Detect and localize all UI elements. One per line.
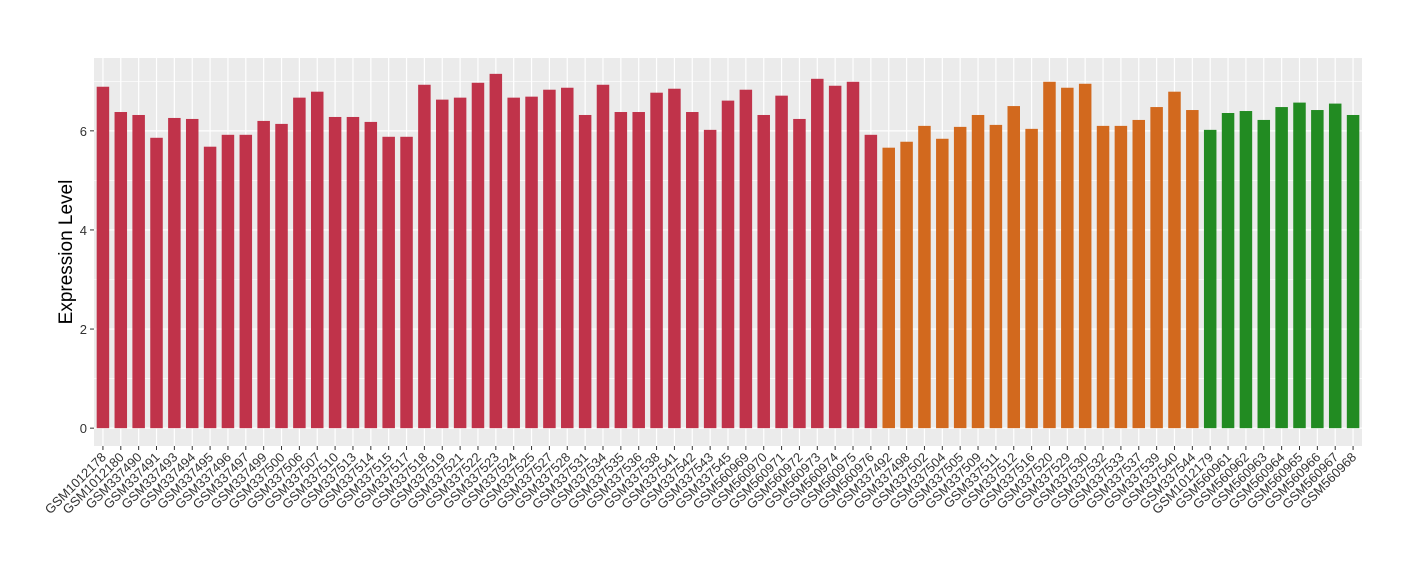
bar [739, 89, 753, 429]
bar [578, 114, 592, 429]
bar [1257, 119, 1271, 429]
bar [668, 88, 681, 429]
bar [953, 126, 967, 429]
bar [757, 114, 770, 429]
bar [168, 117, 181, 429]
bar [989, 124, 1003, 429]
bar [1168, 91, 1181, 429]
bar [1275, 107, 1288, 429]
bar [971, 114, 985, 429]
bar [132, 114, 145, 429]
bar [364, 121, 378, 429]
bar [650, 92, 663, 429]
y-tick-label: 0 [80, 421, 87, 436]
bar [1150, 107, 1163, 429]
bar [811, 78, 824, 429]
bar [793, 118, 806, 429]
bar [596, 84, 610, 429]
bar [203, 146, 217, 429]
bar [1025, 128, 1038, 429]
bar [561, 87, 574, 429]
bar [1114, 125, 1128, 429]
bar [1132, 119, 1146, 429]
bar [882, 147, 895, 429]
bar [328, 116, 342, 429]
bar [400, 136, 413, 429]
bar [310, 91, 324, 429]
bar [900, 141, 913, 429]
bar [257, 120, 270, 429]
bar [1328, 103, 1342, 429]
bar [471, 82, 485, 429]
bar [1221, 113, 1235, 429]
bar [1346, 114, 1360, 429]
bar [775, 95, 788, 429]
bar [150, 137, 163, 429]
y-axis-label: Expression Level [56, 180, 77, 325]
bar [382, 136, 395, 429]
bar [346, 116, 360, 429]
y-tick-label: 4 [80, 223, 87, 238]
bar [239, 134, 253, 429]
bar [1311, 110, 1324, 429]
bar [632, 112, 645, 429]
bar [185, 118, 199, 429]
bar [1061, 87, 1074, 429]
bar [1293, 102, 1306, 429]
bar [686, 112, 699, 429]
bar [936, 138, 949, 429]
bar [614, 112, 628, 429]
bar [703, 129, 717, 429]
y-tick-label: 6 [80, 124, 87, 139]
bar [275, 123, 288, 429]
bar [1203, 129, 1217, 429]
bar [864, 134, 878, 429]
bar [1007, 106, 1020, 429]
bar [1186, 110, 1199, 429]
bar [114, 112, 128, 429]
bar [721, 100, 735, 429]
bar [221, 134, 235, 429]
bar [1096, 125, 1110, 429]
bar [453, 97, 467, 429]
bar [1078, 83, 1092, 429]
bar [96, 86, 110, 429]
bar [489, 73, 503, 429]
bar [436, 99, 449, 429]
bar [918, 125, 931, 429]
bar [846, 81, 860, 429]
bar [543, 89, 556, 429]
bar [418, 84, 431, 429]
bar [507, 97, 520, 429]
bar [828, 85, 842, 429]
bar [525, 96, 538, 429]
bar [1239, 111, 1253, 429]
bar [293, 97, 306, 429]
y-tick-label: 2 [80, 322, 87, 337]
bar [1043, 81, 1056, 429]
